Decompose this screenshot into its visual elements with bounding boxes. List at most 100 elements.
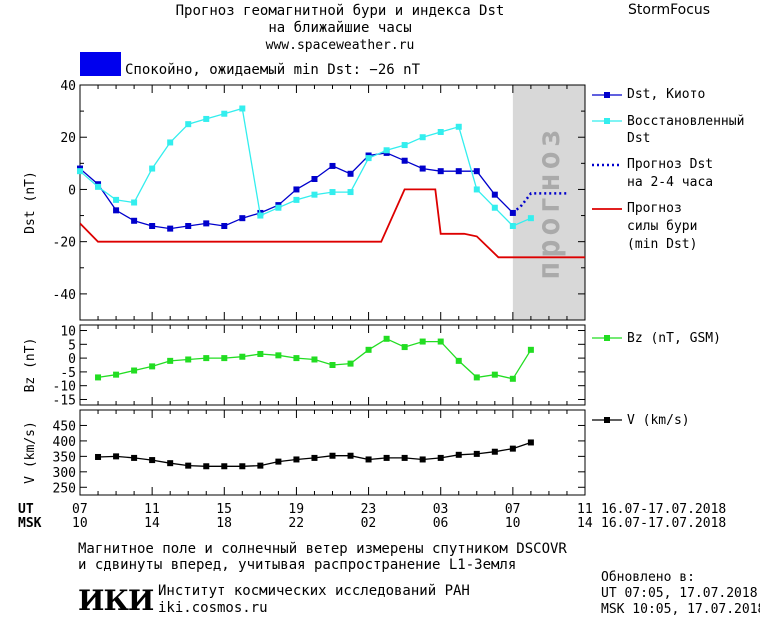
data-point xyxy=(239,105,246,112)
y-tick-label: 300 xyxy=(53,466,76,481)
data-point xyxy=(95,183,102,190)
msk-tick-label: 18 xyxy=(216,516,232,531)
status-text: Спокойно, ожидаемый min Dst: −26 nT xyxy=(125,62,421,78)
data-point xyxy=(185,223,192,229)
data-point xyxy=(293,196,300,203)
y-tick-label: -20 xyxy=(53,236,76,251)
data-point xyxy=(455,168,462,175)
data-point xyxy=(203,220,210,227)
y-tick-label: 250 xyxy=(53,481,76,496)
data-point xyxy=(437,338,444,345)
data-point xyxy=(149,165,156,172)
data-point xyxy=(473,450,480,457)
data-point xyxy=(401,454,408,461)
series-line xyxy=(80,107,532,227)
y-axis-label: Dst (nT) xyxy=(23,171,38,234)
msk-tick-label: 06 xyxy=(432,516,449,531)
legend-storm-1: Прогноз xyxy=(627,201,682,216)
data-point xyxy=(311,454,318,461)
data-point xyxy=(293,186,300,193)
footer-note-line1: Магнитное поле и солнечный ветер измерен… xyxy=(78,541,567,557)
y-axis-label: Bz (nT) xyxy=(23,338,38,393)
panel-frame xyxy=(79,84,586,321)
data-point xyxy=(455,123,462,130)
y-tick-label: -40 xyxy=(53,288,76,303)
data-point xyxy=(239,353,246,360)
institute-url[interactable]: iki.cosmos.ru xyxy=(158,600,268,616)
site-url[interactable]: www.spaceweather.ru xyxy=(265,38,415,53)
panel-frame xyxy=(79,409,586,496)
msk-tick-label: 02 xyxy=(360,516,377,531)
data-point xyxy=(113,196,120,203)
msk-tick-label: 14 xyxy=(144,516,160,531)
updated-msk: MSK 10:05, 17.07.2018 xyxy=(601,602,760,617)
ut-tick-label: 07 xyxy=(72,502,88,517)
legend-swatch-marker xyxy=(604,118,610,124)
data-point xyxy=(455,357,462,364)
ut-tick-label: 11 xyxy=(577,502,593,517)
data-point xyxy=(347,189,354,196)
data-point xyxy=(77,168,83,175)
data-point xyxy=(131,199,138,206)
data-point xyxy=(473,374,480,381)
data-point xyxy=(527,439,534,446)
y-tick-label: 450 xyxy=(53,419,76,434)
data-point xyxy=(419,165,426,172)
data-point xyxy=(239,215,246,222)
y-tick-label: 40 xyxy=(60,79,76,94)
data-point xyxy=(113,371,120,378)
data-point xyxy=(329,362,336,368)
legend-swatch-marker xyxy=(604,335,610,341)
ut-date-range: 16.07-17.07.2018 xyxy=(601,502,727,517)
data-point xyxy=(149,223,156,229)
legend-storm-3: (min Dst) xyxy=(627,237,698,252)
data-point xyxy=(509,445,516,452)
data-point xyxy=(221,223,228,229)
data-point xyxy=(347,452,354,459)
data-point xyxy=(95,453,102,460)
data-point xyxy=(167,139,174,146)
data-point xyxy=(347,360,354,367)
ut-axis-label: UT xyxy=(18,502,34,517)
data-point xyxy=(257,350,264,357)
data-point xyxy=(401,157,408,164)
y-tick-label: 0 xyxy=(68,183,76,198)
data-point xyxy=(365,346,372,353)
data-point xyxy=(149,363,156,370)
msk-tick-label: 22 xyxy=(288,516,305,531)
updated-label: Обновлено в: xyxy=(601,570,695,585)
data-point xyxy=(167,225,174,232)
data-point xyxy=(257,212,264,219)
msk-date-range: 16.07-17.07.2018 xyxy=(601,516,727,531)
y-axis-label: V (km/s) xyxy=(23,421,38,484)
data-point xyxy=(113,453,120,460)
data-point xyxy=(455,451,462,458)
data-point xyxy=(221,355,228,362)
data-point xyxy=(293,456,300,463)
data-point xyxy=(131,367,138,374)
footer-note-line2: и сдвинуты вперед, учитывая распростране… xyxy=(78,557,517,573)
series-line xyxy=(512,192,567,214)
legend-v: V (km/s) xyxy=(627,413,690,428)
data-point xyxy=(203,463,210,470)
ut-tick-label: 11 xyxy=(144,502,160,517)
data-point xyxy=(113,207,120,214)
data-point xyxy=(527,215,534,222)
data-point xyxy=(419,338,426,345)
series-line xyxy=(97,441,532,467)
data-point xyxy=(383,454,390,461)
data-point xyxy=(473,168,480,175)
institute-name: Институт космических исследований РАН xyxy=(158,583,470,599)
y-tick-label: 20 xyxy=(60,131,76,146)
page-title-line1: Прогноз геомагнитной бури и индекса Dst xyxy=(175,3,505,19)
data-point xyxy=(509,375,516,382)
data-point xyxy=(131,217,138,224)
data-point xyxy=(473,186,480,193)
data-point xyxy=(527,346,534,353)
msk-axis-label: MSK xyxy=(18,516,42,531)
data-point xyxy=(383,335,390,342)
data-point xyxy=(275,352,282,359)
data-point xyxy=(167,357,174,364)
data-point xyxy=(365,155,372,162)
y-tick-label: -5 xyxy=(60,366,76,381)
